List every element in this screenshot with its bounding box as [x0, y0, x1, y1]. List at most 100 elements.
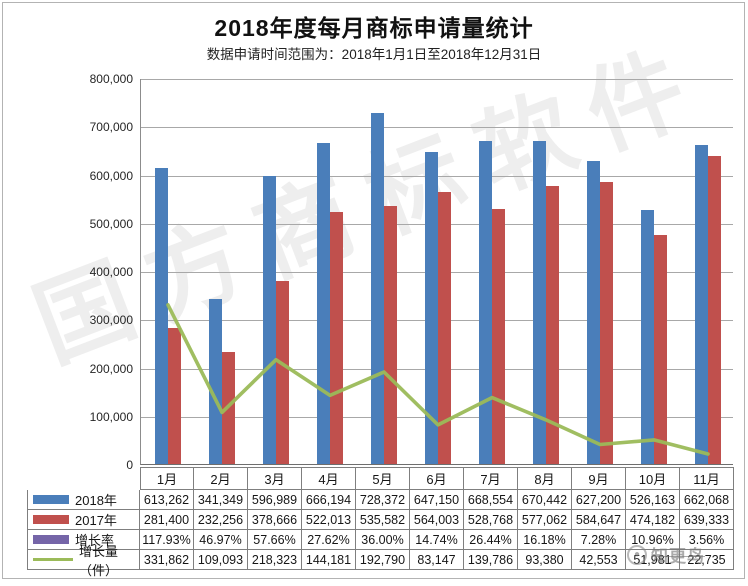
gridline [141, 127, 733, 129]
table-value-cell: 14.74% [410, 530, 464, 550]
table-value-cell: 331,862 [140, 550, 194, 570]
bar-2018年-6月 [425, 151, 438, 464]
table-value-cell: 93,380 [518, 550, 572, 570]
legend-marker-增长率 [33, 535, 69, 544]
chart-title: 2018年度每月商标申请量统计 [214, 15, 534, 41]
month-header-8月: 8月 [518, 467, 572, 490]
bar-2018年-9月 [587, 161, 600, 464]
bar-2018年-2月 [209, 299, 222, 464]
table-value-cell: 526,163 [626, 490, 680, 510]
y-tick-label: 800,000 [89, 72, 133, 86]
bar-2018年-3月 [263, 175, 276, 464]
gridline [141, 79, 733, 80]
table-value-cell: 57.66% [248, 530, 302, 550]
table-value-cell: 22,735 [680, 550, 734, 570]
table-value-cell: 535,582 [356, 510, 410, 530]
table-value-cell: 51,981 [626, 550, 680, 570]
table-value-cell: 46.97% [194, 530, 248, 550]
bar-2017年-5月 [384, 205, 397, 464]
y-tick-label: 0 [126, 458, 133, 472]
table-value-cell: 474,182 [626, 510, 680, 530]
table-value-cell: 564,003 [410, 510, 464, 530]
table-value-cell: 117.93% [140, 530, 194, 550]
table-value-cell: 584,647 [572, 510, 626, 530]
data-table: 1月 2月 3月 4月 5月 6月 7月 8月 9月 10月 11月 2018年 613,262 341,… [27, 467, 734, 578]
table-value-cell: 232,256 [194, 510, 248, 530]
table-value-cell: 522,013 [302, 510, 356, 530]
legend-label: 2017年 [75, 513, 117, 528]
table-value-cell: 528,768 [464, 510, 518, 530]
legend-cell-2017年: 2017年 [27, 510, 140, 530]
y-tick-label: 400,000 [89, 265, 133, 279]
y-tick-label: 700,000 [89, 120, 133, 135]
table-value-cell: 378,666 [248, 510, 302, 530]
month-header-5月: 5月 [356, 467, 410, 490]
table-row: 2017年 281,400 232,256 378,666 522,013 535,582… [27, 510, 734, 530]
table-value-cell: 144,181 [302, 550, 356, 570]
table-value-cell: 36.00% [356, 530, 410, 550]
table-value-cell: 577,062 [518, 510, 572, 530]
growth-line [166, 303, 710, 456]
table-value-cell: 666,194 [302, 490, 356, 510]
table-value-cell: 192,790 [356, 550, 410, 570]
table-value-cell: 662,068 [680, 490, 734, 510]
table-value-cell: 647,150 [410, 490, 464, 510]
legend-marker-2017年 [33, 515, 69, 524]
table-value-cell: 10.96% [626, 530, 680, 550]
table-value-cell: 668,554 [464, 490, 518, 510]
y-tick-label: 600,000 [89, 168, 133, 183]
bar-2017年-11月 [708, 155, 721, 464]
bar-2017年-3月 [276, 281, 289, 464]
bar-2018年-10月 [641, 210, 654, 464]
table-row: 增长率 117.93% 46.97% 57.66% 27.62% 36.00% 14.74%… [27, 530, 734, 550]
bar-2018年-8月 [533, 140, 546, 464]
table-value-cell: 639,333 [680, 510, 734, 530]
month-header-3月: 3月 [248, 467, 302, 490]
legend-cell-2018年: 2018年 [27, 490, 140, 510]
month-header-7月: 7月 [464, 467, 518, 490]
bar-2018年-11月 [695, 144, 708, 464]
legend-label: 增长率 [75, 533, 115, 548]
legend-marker-2018年 [33, 495, 69, 504]
table-value-cell: 281,400 [140, 510, 194, 530]
month-header-4月: 4月 [302, 467, 356, 490]
y-tick-label: 500,000 [89, 216, 133, 231]
legend-label: 2018年 [75, 493, 117, 508]
bar-2017年-4月 [330, 212, 343, 464]
table-value-cell: 26.44% [464, 530, 518, 550]
legend-marker-增长量（件） [33, 558, 73, 561]
bar-2018年-4月 [317, 142, 330, 464]
table-value-cell: 596,989 [248, 490, 302, 510]
month-header-11月: 11月 [680, 467, 734, 490]
legend-cell-增长率: 增长率 [27, 530, 140, 550]
bar-2018年-7月 [479, 141, 492, 464]
table-value-cell: 627,200 [572, 490, 626, 510]
table-value-cell: 341,349 [194, 490, 248, 510]
table-corner-cell [27, 467, 140, 490]
table-value-cell: 27.62% [302, 530, 356, 550]
table-value-cell: 728,372 [356, 490, 410, 510]
bar-2017年-1月 [168, 328, 181, 464]
bar-2017年-6月 [438, 191, 451, 464]
table-value-cell: 42,553 [572, 550, 626, 570]
plot-area [140, 79, 733, 465]
y-tick-label: 200,000 [89, 361, 133, 376]
table-row: 2018年 613,262 341,349 596,989 666,194 728,372… [27, 490, 734, 510]
table-value-cell: 613,262 [140, 490, 194, 510]
month-header-6月: 6月 [410, 467, 464, 490]
legend-cell-增长量（件）: 增长量（件） [27, 544, 140, 578]
table-value-cell: 109,093 [194, 550, 248, 570]
table-value-cell: 16.18% [518, 530, 572, 550]
bar-2017年-8月 [546, 185, 559, 464]
month-header-2月: 2月 [194, 467, 248, 490]
table-value-cell: 83,147 [410, 550, 464, 570]
legend-label: 增长量（件） [79, 543, 119, 578]
bar-2017年-10月 [654, 235, 667, 464]
table-value-cell: 7.28% [572, 530, 626, 550]
month-header-10月: 10月 [626, 467, 680, 490]
growth-line-series [166, 303, 710, 456]
bar-2018年-1月 [155, 168, 168, 464]
table-value-cell: 218,323 [248, 550, 302, 570]
y-tick-label: 300,000 [89, 313, 133, 328]
